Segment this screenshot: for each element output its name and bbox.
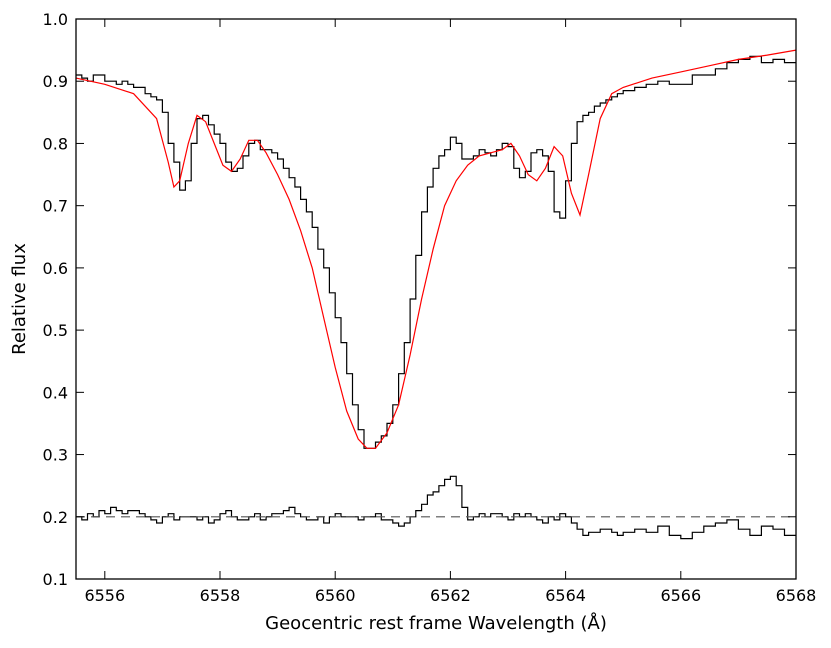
- y-tick-label: 0.1: [43, 570, 68, 589]
- plot-series: [75, 49, 797, 540]
- y-tick-label: 0.4: [43, 383, 68, 402]
- x-tick-label: 6560: [315, 586, 356, 605]
- y-axis: 0.1 0.2 0.3 0.4 0.5 0.6 0.7 0.8 0.9 1.0: [43, 10, 796, 589]
- series-line-2: [76, 475, 796, 540]
- y-tick-label: 0.7: [43, 197, 68, 216]
- x-tick-label: 6562: [430, 586, 471, 605]
- x-axis-label: Geocentric rest frame Wavelength (Å): [265, 612, 607, 634]
- x-tick-label: 6566: [660, 586, 701, 605]
- y-tick-label: 0.2: [43, 508, 68, 527]
- series-line-0: [76, 55, 796, 449]
- x-tick-label: 6564: [545, 586, 586, 605]
- y-tick-label: 0.9: [43, 72, 68, 91]
- plot-frame: [75, 18, 797, 580]
- x-tick-label: 6568: [776, 586, 817, 605]
- series-line-1: [75, 49, 797, 449]
- x-axis: 6556 6558 6560 6562 6564 6566 6568: [84, 19, 816, 605]
- y-tick-label: 0.3: [43, 446, 68, 465]
- x-tick-label: 6558: [200, 586, 241, 605]
- y-tick-label: 0.5: [43, 321, 68, 340]
- y-tick-label: 1.0: [43, 10, 68, 29]
- x-tick-label: 6556: [84, 586, 125, 605]
- y-axis-label: Relative flux: [9, 243, 30, 355]
- y-tick-label: 0.6: [43, 259, 68, 278]
- y-tick-label: 0.8: [43, 134, 68, 153]
